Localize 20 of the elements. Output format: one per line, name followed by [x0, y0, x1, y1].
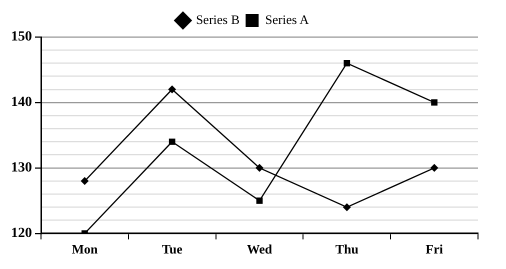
x-tick-label: Wed: [246, 242, 273, 257]
y-tick-label: 150: [11, 30, 32, 45]
legend-label: Series A: [265, 12, 310, 27]
y-tick-label: 120: [11, 226, 32, 242]
point: [256, 197, 263, 204]
x-tick-label: Tue: [162, 242, 183, 257]
x-tick-label: Thu: [335, 242, 358, 257]
point: [80, 177, 89, 186]
x-tick-label: Fri: [426, 242, 444, 257]
y-tick-label: 130: [11, 160, 32, 176]
point: [256, 164, 264, 172]
legend-label: Series B: [196, 12, 240, 27]
point: [168, 85, 176, 94]
point: [342, 203, 351, 212]
point: [168, 138, 176, 145]
point: [431, 99, 438, 106]
x-tick-label: Mon: [72, 242, 98, 257]
point: [344, 60, 350, 66]
y-tick-label: 140: [11, 95, 32, 110]
point: [430, 164, 438, 172]
